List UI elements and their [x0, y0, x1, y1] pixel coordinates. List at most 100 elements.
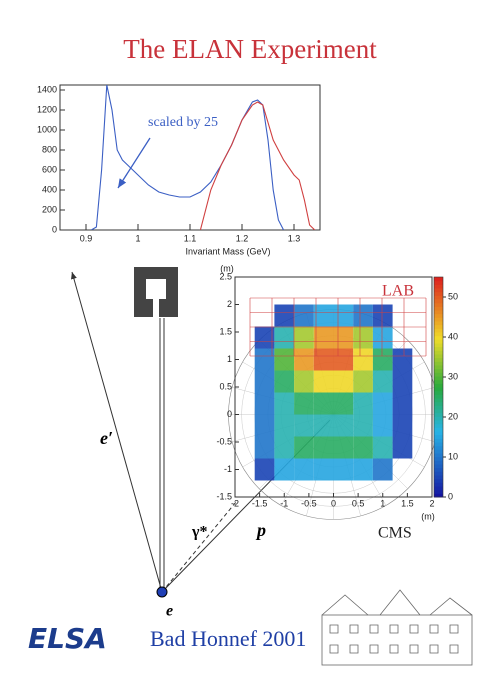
- colorbar-step: [434, 423, 443, 428]
- label-photon: γ*: [191, 524, 207, 541]
- heat-cell: [393, 327, 413, 349]
- colorbar-step: [434, 291, 443, 296]
- heat-cell: [274, 392, 295, 415]
- colorbar-step: [434, 434, 443, 439]
- heat-cell: [254, 348, 275, 371]
- annotation-arrow: [117, 137, 151, 189]
- heat-cell: [392, 392, 413, 415]
- x-tick-label: 1: [135, 233, 140, 243]
- colorbar-step: [434, 383, 443, 388]
- colorbar-label: 30: [448, 371, 458, 381]
- heat-cell: [294, 326, 314, 349]
- x-axis-label: Invariant Mass (GeV): [185, 246, 270, 256]
- heat-cell: [313, 348, 334, 371]
- colorbar-step: [434, 412, 443, 417]
- heat-cell: [313, 414, 334, 437]
- colorbar-step: [434, 449, 443, 454]
- colorbar-step: [434, 328, 443, 333]
- x-tick-label: -2: [231, 498, 239, 508]
- heat-cell: [313, 436, 334, 459]
- colorbar-step: [434, 493, 443, 498]
- colorbar-step: [434, 401, 443, 406]
- colorbar-step: [434, 324, 443, 329]
- heat-cell: [255, 305, 275, 327]
- y-tick-label: -0.5: [216, 436, 232, 446]
- y-tick-label: 2: [227, 299, 232, 309]
- heat-cell: [333, 414, 354, 437]
- heat-cell: [313, 458, 334, 481]
- colorbar-step: [434, 445, 443, 450]
- colorbar-step: [434, 475, 443, 480]
- colorbar-step: [434, 456, 443, 461]
- colorbar-step: [434, 335, 443, 340]
- colorbar-step: [434, 332, 443, 337]
- heat-cell: [353, 392, 373, 415]
- colorbar-step: [434, 453, 443, 458]
- colorbar-step: [434, 284, 443, 289]
- y-tick-label: 1400: [37, 84, 57, 94]
- colorbar-step: [434, 460, 443, 465]
- colorbar-step: [434, 277, 443, 282]
- colorbar-step: [434, 438, 443, 443]
- colorbar-step: [434, 471, 443, 476]
- heat-cell: [372, 436, 393, 459]
- colorbar-step: [434, 343, 443, 348]
- x-tick-label: 1.1: [184, 233, 197, 243]
- heat-cell: [353, 436, 373, 459]
- heat-cell: [333, 304, 354, 327]
- colorbar-label: 50: [448, 291, 458, 301]
- heat-cell: [372, 392, 393, 415]
- colorbar-step: [434, 478, 443, 483]
- heat-cell: [254, 458, 275, 481]
- x-tick-label: 0: [331, 498, 336, 508]
- label-e-in: e: [166, 603, 173, 620]
- x-tick-label: -1.5: [252, 498, 268, 508]
- colorbar-step: [434, 299, 443, 304]
- colorbar-step: [434, 317, 443, 322]
- colorbar-step: [434, 442, 443, 447]
- colorbar-step: [434, 409, 443, 414]
- footer-text: Bad Honnef 2001: [150, 626, 306, 651]
- heat-cell: [313, 326, 334, 349]
- label-proton: p: [255, 520, 266, 540]
- colorbar-step: [434, 350, 443, 355]
- x-tick-label: -0.5: [301, 498, 317, 508]
- heat-cell: [372, 458, 393, 481]
- y-tick-label: 1000: [37, 124, 57, 134]
- x-tick-label: 1.3: [288, 233, 301, 243]
- title: The ELAN Experiment: [123, 34, 377, 64]
- heat-cell: [294, 458, 314, 481]
- y-tick-label: 0.5: [219, 381, 232, 391]
- x-tick-label: 0.9: [80, 233, 93, 243]
- heat-cell: [294, 414, 314, 437]
- heat-cell: [392, 414, 413, 437]
- elsa-logo: ELSA: [28, 622, 107, 655]
- x-tick-label: -1: [280, 498, 288, 508]
- heat-cell: [353, 458, 373, 481]
- y-tick-label: -1.5: [216, 491, 232, 501]
- heat-cell: [254, 414, 275, 437]
- colorbar-step: [434, 288, 443, 293]
- colorbar-step: [434, 486, 443, 491]
- colorbar-step: [434, 379, 443, 384]
- colorbar-step: [434, 427, 443, 432]
- heat-cell: [274, 348, 295, 371]
- y-axis-label: (m): [220, 263, 234, 273]
- colorbar-step: [434, 339, 443, 344]
- y-tick-label: 1.5: [219, 326, 232, 336]
- heat-cell: [353, 370, 373, 393]
- cms-label: CMS: [378, 525, 412, 542]
- colorbar-label: 20: [448, 411, 458, 421]
- label-e-out: e′: [100, 428, 113, 448]
- heat-cell: [333, 458, 354, 481]
- colorbar-label: 0: [448, 491, 453, 501]
- heat-cell: [353, 326, 373, 349]
- heat-cell: [274, 414, 295, 437]
- heat-cell: [294, 348, 314, 371]
- colorbar-step: [434, 464, 443, 469]
- heat-cell: [333, 392, 354, 415]
- colorbar-step: [434, 357, 443, 362]
- colorbar-step: [434, 376, 443, 381]
- x-tick-label: 1.2: [236, 233, 249, 243]
